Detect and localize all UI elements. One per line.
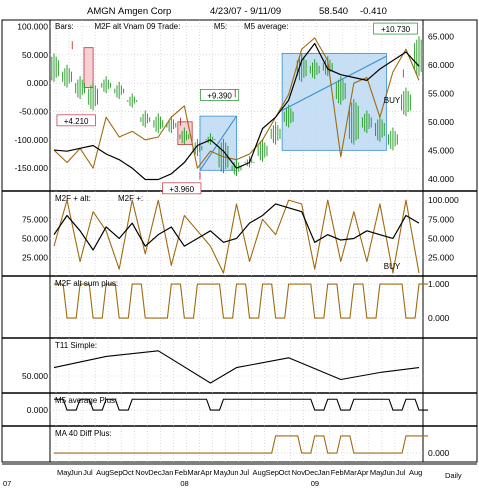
- x-tick-year: 09: [311, 479, 319, 488]
- step-line: [54, 435, 429, 454]
- m2f-alt-line: [53, 37, 420, 169]
- left-tick-m2f: 75.000: [22, 214, 48, 224]
- x-tick-month: May: [213, 468, 227, 477]
- x-tick-month: Aug: [96, 468, 109, 477]
- x-tick-month: May: [370, 468, 384, 477]
- m5-line: [53, 42, 420, 181]
- trade-label: +4.210: [64, 117, 89, 126]
- x-tick-month: Nov: [292, 468, 306, 477]
- right-tick-price: 60.000: [428, 60, 454, 70]
- buy-annotation: BUY: [384, 262, 401, 271]
- right-tick-price: 65.000: [428, 31, 454, 41]
- x-tick-month: Jan: [161, 468, 173, 477]
- trade-label: +10.730: [381, 25, 411, 34]
- x-tick-month: Jan: [318, 468, 330, 477]
- x-tick-month: Aug: [253, 468, 266, 477]
- left-tick-price: 50.000: [22, 50, 48, 60]
- trade-label: +3.960: [169, 185, 194, 194]
- x-tick-month: Jul: [83, 468, 93, 477]
- trade-label-box: [162, 182, 202, 195]
- period-label: Daily: [445, 471, 462, 480]
- x-tick-year: 08: [180, 479, 188, 488]
- x-tick-month: Aug: [409, 468, 422, 477]
- legend-item: M2F alt sum plus:: [55, 279, 118, 288]
- legend-item: M2F + alt:: [55, 194, 91, 203]
- x-tick-month: May: [57, 468, 71, 477]
- left-tick-price: -100.000: [14, 135, 48, 145]
- right-tick-m2f: 100.000: [428, 195, 459, 205]
- x-tick-month: Sep: [109, 468, 122, 477]
- x-tick-year: 07: [3, 479, 11, 488]
- x-tick-month: Apr: [200, 468, 212, 477]
- x-tick-month: Feb: [331, 468, 344, 477]
- header-last-price: 58.540: [319, 6, 348, 17]
- right-tick: 1.000: [428, 279, 450, 289]
- x-tick-month: Sep: [266, 468, 279, 477]
- m2f-plus-line: [53, 203, 420, 251]
- left-tick-price: 0.000: [27, 78, 49, 88]
- left-axis-frame: [1, 19, 51, 463]
- header-company: Amgen Corp: [118, 6, 171, 17]
- t11-simple-line: [53, 350, 420, 384]
- x-tick-month: Jun: [383, 468, 395, 477]
- x-tick-month: Feb: [174, 468, 187, 477]
- right-axis-frame: [422, 19, 478, 463]
- right-tick: 0.000: [428, 313, 450, 323]
- x-tick-month: Oct: [279, 468, 292, 477]
- x-tick-month: Jun: [70, 468, 82, 477]
- legend-item: M5 average:: [244, 22, 288, 31]
- header-symbol: AMGN: [87, 6, 116, 17]
- right-tick-price: 55.000: [428, 88, 454, 98]
- trade-label-box: [56, 114, 96, 127]
- left-tick-m2f: 25.000: [22, 253, 48, 263]
- x-tick-month: Mar: [187, 468, 200, 477]
- buy-annotation: BUY: [384, 96, 401, 105]
- trade-line: [199, 115, 237, 171]
- x-tick-month: Oct: [122, 468, 135, 477]
- left-tick-price: -50.000: [19, 107, 48, 117]
- x-tick-month: Nov: [135, 468, 149, 477]
- legend-item: M5 average Plus:: [55, 396, 117, 405]
- step-line: [54, 398, 429, 411]
- x-tick-month: Dec: [305, 468, 319, 477]
- right-tick-price: 50.000: [428, 117, 454, 127]
- x-tick-month: Dec: [148, 468, 162, 477]
- x-tick-month: Jun: [226, 468, 238, 477]
- trade-label: +9.390: [207, 91, 232, 100]
- x-tick-month: Jul: [240, 468, 250, 477]
- legend-item: M2F alt Vnam 09 Trade:: [95, 22, 181, 31]
- left-tick-price: 100.000: [17, 22, 48, 32]
- legend-item: T11 Simple:: [55, 341, 97, 350]
- legend-item: M2F +:: [118, 194, 143, 203]
- legend-item: Bars:: [55, 22, 74, 31]
- right-tick: 0.000: [428, 448, 450, 458]
- right-tick-price: 45.000: [428, 145, 454, 155]
- right-tick-m2f: 50.000: [428, 233, 454, 243]
- header-date-range: 4/23/07 - 9/11/09: [210, 6, 281, 17]
- left-tick-m2f: 50.000: [22, 233, 48, 243]
- x-tick-month: Mar: [344, 468, 357, 477]
- trade-line: [281, 55, 387, 111]
- x-tick-month: Jul: [396, 468, 406, 477]
- right-tick-m2f: 75.000: [428, 214, 454, 224]
- m2f-plus-alt-line: [53, 199, 420, 274]
- x-tick-month: Apr: [357, 468, 369, 477]
- left-tick: 0.000: [27, 405, 49, 415]
- trade-label-box: [373, 22, 418, 35]
- right-tick-price: 40.000: [428, 174, 454, 184]
- right-tick-m2f: 25.000: [428, 253, 454, 263]
- left-tick-price: -150.000: [14, 163, 48, 173]
- trade-box: [83, 47, 94, 89]
- legend-item: MA 40 Diff Plus:: [55, 429, 112, 438]
- trade-label-box: [200, 89, 240, 101]
- left-tick-t11: 50.000: [22, 371, 48, 381]
- step-line: [54, 283, 429, 319]
- header-change: -0.410: [360, 6, 387, 17]
- legend-item: M5:: [214, 22, 227, 31]
